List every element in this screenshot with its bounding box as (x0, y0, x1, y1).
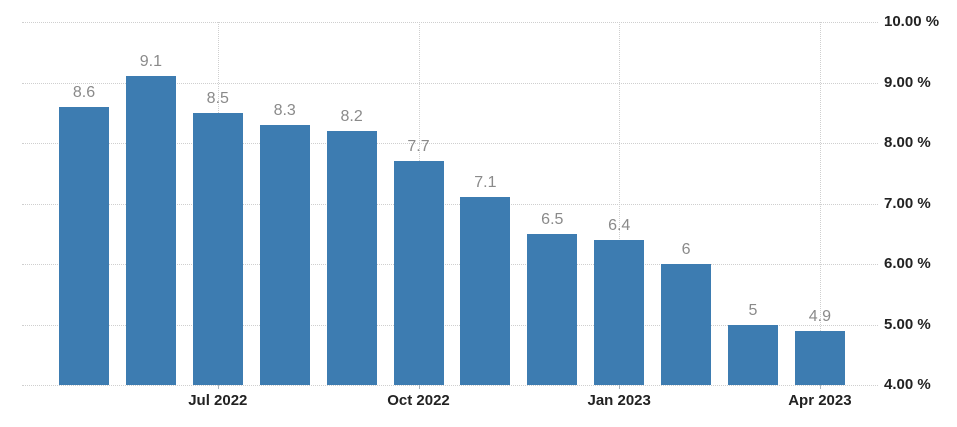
x-axis-tick-label: Oct 2022 (387, 392, 450, 409)
bar[interactable] (192, 112, 243, 385)
bar[interactable] (460, 197, 511, 385)
bar[interactable] (594, 239, 645, 385)
bar-value-label: 7.1 (474, 174, 497, 192)
x-axis-tick-mark (217, 385, 219, 389)
bar-value-label: 4.9 (808, 307, 832, 325)
y-axis-tick-label: 8.00 % (884, 134, 931, 151)
y-gridline (22, 203, 878, 205)
bar[interactable] (59, 106, 109, 385)
x-axis-tick-mark (619, 385, 621, 389)
bar[interactable] (326, 130, 377, 385)
bar-value-label: 8.3 (273, 101, 296, 119)
y-axis-tick-label: 9.00 % (884, 73, 931, 91)
x-axis-tick-mark (819, 385, 821, 389)
y-axis-tick-label: 4.00 % (884, 376, 931, 393)
y-gridline (22, 264, 878, 265)
bar-value-label: 8.6 (72, 83, 96, 101)
y-gridline (22, 22, 878, 23)
x-axis-tick-label: Apr 2023 (788, 392, 852, 409)
x-axis-tick-label: Jul 2022 (188, 392, 248, 409)
bar[interactable] (259, 124, 310, 385)
bar-value-label: 5 (748, 301, 758, 319)
bar-value-label: 8.2 (340, 107, 363, 125)
bar-value-label: 6 (681, 241, 691, 258)
x-axis-tick-label: Jan 2023 (587, 392, 651, 409)
bar[interactable] (661, 264, 712, 385)
bar[interactable] (393, 161, 444, 385)
bar[interactable] (125, 76, 176, 385)
bar[interactable] (527, 233, 578, 385)
y-gridline (22, 82, 878, 84)
y-axis-tick-label: 10.00 % (884, 13, 940, 30)
bar-value-label: 9.1 (139, 53, 163, 71)
x-gridline (819, 22, 821, 385)
y-axis-tick-label: 7.00 % (884, 194, 931, 212)
x-gridline (619, 22, 621, 385)
bar[interactable] (728, 324, 778, 385)
y-gridline (22, 385, 878, 386)
y-gridline (22, 324, 878, 326)
bar-value-label: 7.7 (407, 138, 430, 156)
bar[interactable] (794, 330, 845, 385)
y-gridline (22, 143, 878, 144)
bar-value-label: 8.5 (206, 89, 229, 107)
y-axis-tick-label: 6.00 % (884, 255, 931, 272)
plot-area: 8.6 9.1 8.5 8.3 8.2 7.7 7.1 6.5 6.4 6 5 4.9 (22, 22, 878, 386)
y-axis-tick-label: 5.00 % (884, 315, 931, 333)
x-axis-tick-mark (418, 385, 420, 389)
bar-value-label: 6.5 (541, 210, 564, 228)
bar-value-label: 6.4 (608, 216, 631, 234)
